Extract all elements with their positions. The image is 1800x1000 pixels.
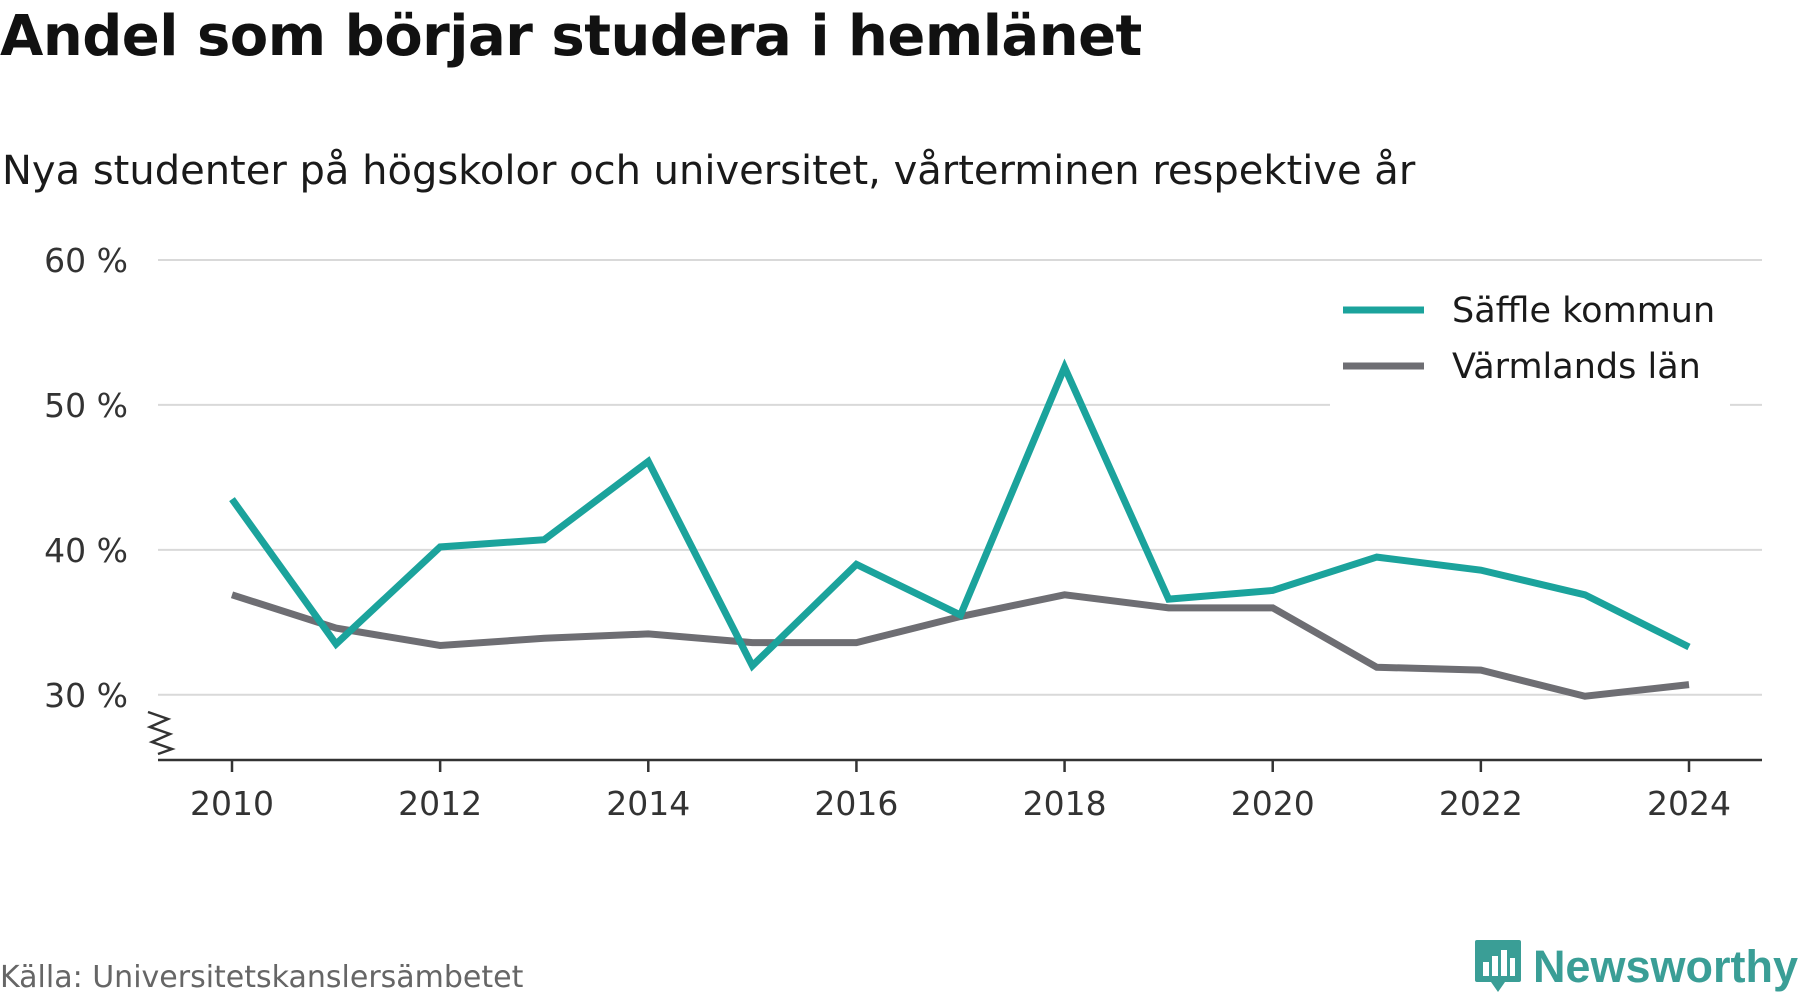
x-tick-label: 2022: [1439, 784, 1523, 823]
y-axis-ticks: 30 % 40 % 50 % 60 %: [44, 241, 128, 715]
x-tick-label: 2010: [190, 784, 274, 823]
legend-background: [1330, 278, 1730, 406]
x-tick-label: 2014: [606, 784, 690, 823]
axis-break-icon: [146, 710, 176, 756]
x-axis-ticks: 2010 2012 2014 2016 2018 2020 2022 2024: [190, 760, 1731, 823]
source-note: Källa: Universitetskanslersämbetet: [0, 960, 524, 995]
line-chart: 30 % 40 % 50 % 60 % 2010 2012 2014 2016 2018 202…: [44, 241, 1762, 823]
brand-name: Newsworthy: [1532, 941, 1798, 992]
y-tick-label: 40 %: [44, 531, 128, 570]
legend-label: Värmlands län: [1452, 347, 1701, 387]
legend: Säffle kommun Värmlands län: [1330, 278, 1730, 406]
x-tick-label: 2020: [1231, 784, 1315, 823]
chart-subtitle: Nya studenter på högskolor och universit…: [2, 148, 1416, 194]
brand-logo: Newsworthy: [1473, 938, 1798, 996]
legend-label: Säffle kommun: [1452, 291, 1715, 331]
y-tick-label: 60 %: [44, 241, 128, 280]
y-tick-label: 50 %: [44, 386, 128, 425]
x-tick-label: 2018: [1023, 784, 1107, 823]
chart-title: Andel som börjar studera i hemlänet: [0, 4, 1142, 69]
y-tick-label: 30 %: [44, 676, 128, 715]
x-tick-label: 2024: [1647, 784, 1731, 823]
series-line-saffle: [229, 358, 1691, 672]
x-tick-label: 2012: [398, 784, 482, 823]
x-axis: [146, 710, 1762, 762]
bar-chart-badge-icon: [1474, 940, 1521, 992]
x-tick-label: 2016: [814, 784, 898, 823]
series-lines: [229, 358, 1691, 700]
